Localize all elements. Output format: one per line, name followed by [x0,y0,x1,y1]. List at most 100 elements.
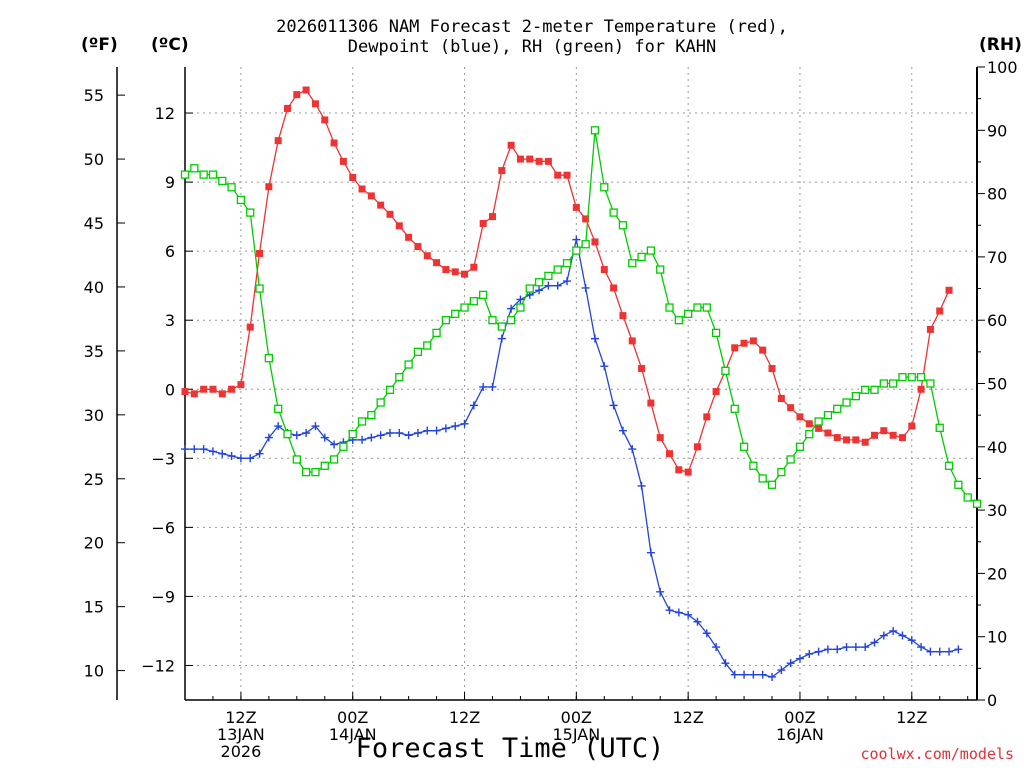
celsius-tick-label: 9 [165,173,175,192]
temperature-point [749,337,757,345]
series-layer [180,86,982,681]
rh-point [888,379,898,388]
fahrenheit-tick-label: 40 [84,278,104,297]
rh-point [236,195,246,205]
dewpoint-point [488,382,497,391]
time-tick-label: 15JAN [552,725,600,744]
celsius-tick-label: 6 [165,242,175,261]
temperature-point [535,157,543,165]
temperature-point [731,344,739,352]
temperature-point [507,141,515,149]
dewpoint-point [926,647,935,656]
dewpoint-point [218,449,227,458]
dewpoint-point [954,645,963,654]
dewpoint-point [404,431,413,440]
rh-point [506,316,516,325]
rh-point [861,385,870,394]
rh-tick-label: 10 [987,628,1007,647]
rh-tick-label: 20 [987,564,1007,583]
temperature-point [563,171,571,179]
temperature-point [377,201,385,209]
dewpoint-point [870,638,879,647]
rh-point [898,373,907,382]
dewpoint-point [199,445,208,454]
temperature-point [190,390,198,398]
dewpoint-point [795,654,804,663]
fahrenheit-tick-label: 35 [84,342,104,361]
rh-point [767,480,777,489]
rh-point [581,240,590,249]
grid-lines [185,67,977,700]
rh-point [600,183,609,192]
celsius-tick-label: −12 [141,656,175,675]
rh-point [870,385,879,394]
dewpoint-point [637,481,646,490]
temperature-point [256,249,264,257]
temperature-point [321,116,329,124]
rh-point [329,455,339,464]
rh-point [684,309,693,319]
temperature-point [693,443,701,451]
dewpoint-point [292,431,301,440]
rh-point [283,429,292,439]
temperature-point [488,213,496,221]
temperature-point [526,155,534,163]
celsius-tick-label: −9 [151,587,175,606]
rh-point [292,455,301,464]
temperature-point [759,346,767,354]
temperature-point [852,436,860,444]
time-tick-label: 13JAN [217,725,265,744]
celsius-tick-label: −6 [151,518,175,537]
rh-point [739,442,749,451]
temperature-point [302,86,310,94]
time-tick-label: 12Z [225,708,256,727]
dewpoint-point [768,672,777,681]
dewpoint-point [367,433,376,442]
temperature-point [740,339,748,347]
rh-point [916,373,926,382]
temperature-point [777,394,785,402]
dewpoint-point [823,645,832,654]
series-rh [180,126,982,508]
rh-point [274,404,283,413]
rh-point [907,373,916,382]
temperature-point [619,312,627,320]
rh-point [777,467,786,477]
temperature-point [395,222,403,230]
series-line-rh [184,130,978,505]
rh-tick-label: 50 [987,375,1007,394]
rh-point [395,373,404,382]
time-tick-label: 12Z [672,708,703,727]
rh-point [320,461,329,470]
temperature-point [815,424,823,432]
rh-tick-label: 80 [987,185,1007,204]
dewpoint-point [730,670,739,679]
rh-point [833,404,842,413]
rh-point [218,176,227,186]
time-tick-label: 14JAN [329,725,377,744]
dewpoint-point [590,334,599,343]
rh-point [432,328,441,338]
dewpoint-point [889,626,898,635]
dewpoint-point [609,401,618,410]
rh-unit-label: (RH) [979,35,1022,55]
rh-point [180,170,190,179]
temperature-point [768,365,776,373]
rh-point [413,347,423,357]
dewpoint-point [358,435,367,444]
temperature-point [675,466,683,474]
dewpoint-point [255,449,264,458]
temperature-point [908,422,916,430]
temperature-point [843,436,851,444]
rh-point [264,354,274,363]
rh-point [935,423,944,432]
dewpoint-point [879,631,888,640]
rh-point [469,297,478,306]
rh-point [246,208,255,217]
rh-point [544,271,553,281]
rh-point [963,493,972,502]
rh-point [805,429,814,439]
dewpoint-point [712,643,721,652]
dewpoint-point [563,277,572,286]
